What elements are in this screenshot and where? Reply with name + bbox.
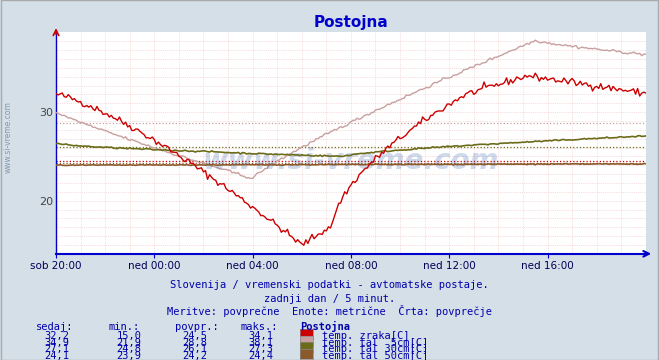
Text: 38,1: 38,1: [248, 338, 273, 348]
Text: sedaj:: sedaj:: [36, 323, 74, 333]
Text: Postojna: Postojna: [300, 321, 350, 333]
Text: 34,9: 34,9: [44, 338, 69, 348]
Text: 23,9: 23,9: [117, 351, 142, 360]
Text: 28,8: 28,8: [183, 338, 208, 348]
Text: min.:: min.:: [109, 323, 140, 333]
Text: 27,1: 27,1: [44, 344, 69, 354]
Text: www.si-vreme.com: www.si-vreme.com: [4, 101, 13, 173]
Text: 24,2: 24,2: [183, 351, 208, 360]
Text: maks.:: maks.:: [241, 323, 278, 333]
Text: 15,0: 15,0: [117, 331, 142, 341]
Text: 24,5: 24,5: [183, 331, 208, 341]
Text: povpr.:: povpr.:: [175, 323, 218, 333]
Text: temp. tal 30cm[C]: temp. tal 30cm[C]: [322, 344, 428, 354]
Text: 34,1: 34,1: [248, 331, 273, 341]
Text: www.si-vreme.com: www.si-vreme.com: [203, 147, 499, 175]
Text: zadnji dan / 5 minut.: zadnji dan / 5 minut.: [264, 294, 395, 304]
Text: 24,4: 24,4: [248, 351, 273, 360]
Text: 27,3: 27,3: [248, 344, 273, 354]
Text: 21,9: 21,9: [117, 338, 142, 348]
Text: temp. tal 50cm[C]: temp. tal 50cm[C]: [322, 351, 428, 360]
Text: Slovenija / vremenski podatki - avtomatske postaje.: Slovenija / vremenski podatki - avtomats…: [170, 280, 489, 290]
Text: 24,1: 24,1: [44, 351, 69, 360]
Text: 32,2: 32,2: [44, 331, 69, 341]
Text: temp. zraka[C]: temp. zraka[C]: [322, 331, 409, 341]
Text: Meritve: povprečne  Enote: metrične  Črta: povprečje: Meritve: povprečne Enote: metrične Črta:…: [167, 305, 492, 318]
Text: 24,8: 24,8: [117, 344, 142, 354]
Title: Postojna: Postojna: [314, 15, 388, 30]
Text: 26,1: 26,1: [183, 344, 208, 354]
Text: temp. tal  5cm[C]: temp. tal 5cm[C]: [322, 338, 428, 348]
